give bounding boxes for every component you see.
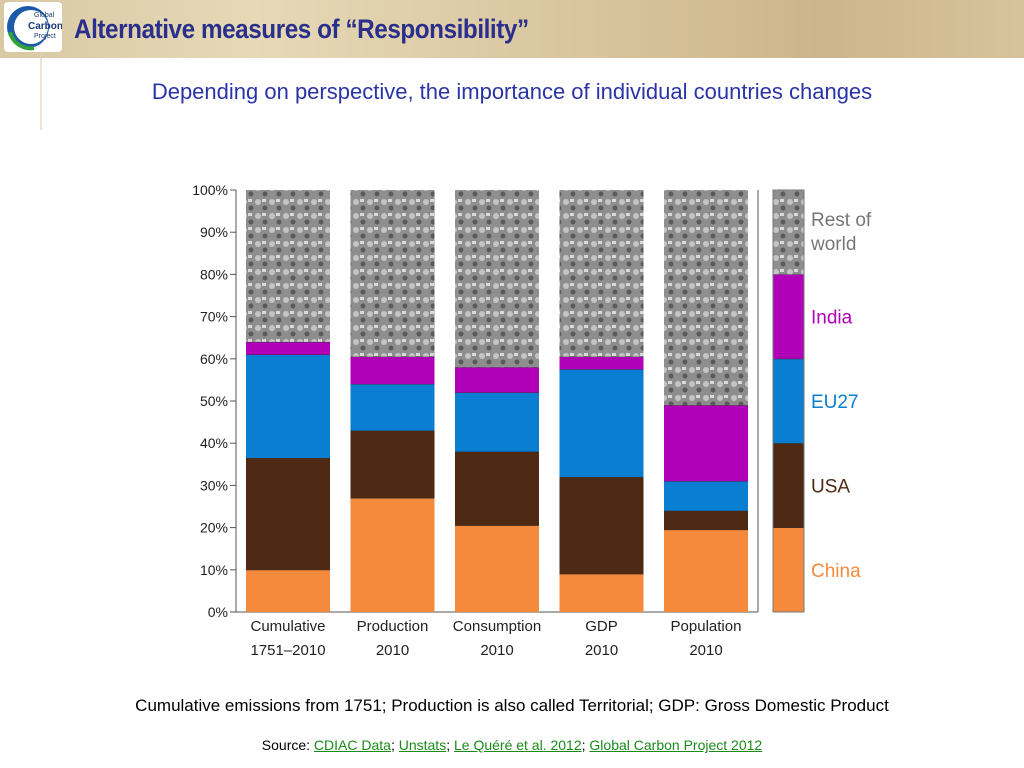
stacked-bar-chart: 0% 10% 20% 30% 40% 50% 60% 70% 80% 90% 100% Cumulat… [192, 182, 872, 659]
y-tick-label: 80% [200, 266, 228, 282]
bar-segment-usa [559, 476, 644, 575]
source-line: Source: CDIAC Data; Unstats; Le Quéré et… [0, 737, 1024, 753]
source-link-le-quere[interactable]: Le Quéré et al. 2012 [453, 737, 582, 753]
bar-segment-india [246, 341, 330, 355]
y-tick-label: 60% [200, 351, 228, 367]
legend-label-eu27: EU27 [811, 392, 859, 413]
bar-segment-india [455, 367, 539, 393]
x-category-label: Population [671, 618, 742, 635]
legend-label-india: India [811, 308, 853, 329]
y-tick-label: 90% [200, 224, 228, 240]
source-link-unstats[interactable]: Unstats [398, 737, 447, 753]
page-title: Alternative measures of “Responsibility” [74, 14, 529, 44]
legend-swatch-eu27 [773, 358, 804, 444]
source-separator: ; [581, 737, 590, 753]
legend-label-rest-of-world: Rest of world [810, 210, 872, 255]
bar-segment-usa [350, 430, 435, 499]
x-category-label: 2010 [376, 642, 409, 659]
svg-text:Project: Project [34, 33, 56, 40]
source-separator: ; [446, 737, 454, 753]
bar-segment-china [350, 498, 435, 612]
bar-segment-india [350, 356, 435, 385]
y-tick-label: 10% [200, 562, 228, 578]
x-category-label: Cumulative [250, 618, 325, 635]
bar-segment-rest-of-world [559, 190, 644, 357]
y-tick-label: 100% [192, 182, 228, 198]
bar-segment-china [664, 529, 748, 612]
x-category-label: 2010 [585, 642, 618, 659]
bar-segment-rest-of-world [246, 190, 330, 342]
y-tick-label: 50% [200, 393, 228, 409]
bar-segment-usa [246, 457, 330, 570]
legend-bar-outline [772, 189, 805, 613]
bar-segment-rest-of-world [350, 190, 435, 357]
y-tick-label: 40% [200, 435, 228, 451]
x-category-label: 2010 [689, 642, 722, 659]
bar-segment-rest-of-world [455, 190, 539, 368]
bar-segment-usa [455, 451, 539, 526]
bar-segment-eu27 [350, 384, 435, 431]
bar-segment-china [246, 569, 330, 612]
source-prefix: Source: [261, 737, 314, 753]
page-subtitle: Depending on perspective, the importance… [151, 79, 873, 104]
decorative-swoosh [0, 40, 42, 130]
chart-caption: Cumulative emissions from 1751; Producti… [135, 696, 889, 715]
bar-segment-china [559, 574, 644, 612]
x-category-label: Production [357, 618, 429, 635]
y-tick-label: 70% [200, 309, 228, 325]
legend-swatch-china [773, 527, 804, 612]
global-carbon-project-logo: Global Carbon Project [4, 2, 62, 52]
bar-segment-china [455, 525, 539, 612]
x-category-label: Consumption [453, 618, 541, 635]
source-link-cdiac[interactable]: CDIAC Data [313, 737, 391, 753]
x-category-label: 2010 [480, 642, 513, 659]
x-category-label: GDP [585, 618, 618, 635]
source-link-gcp[interactable]: Global Carbon Project 2012 [589, 737, 763, 753]
bar-segment-rest-of-world [664, 190, 748, 406]
source-separator: ; [390, 737, 399, 753]
y-tick-label: 0% [208, 604, 228, 620]
x-category-label: 1751–2010 [250, 642, 325, 659]
legend-swatch-india [773, 274, 804, 359]
bar-segment-eu27 [246, 354, 330, 458]
bar-segment-eu27 [559, 369, 644, 477]
legend-label-china: China [811, 561, 861, 582]
bar-segment-eu27 [664, 481, 748, 511]
legend-swatch-usa [773, 443, 804, 528]
bar-segment-india [664, 405, 748, 482]
svg-text:Carbon: Carbon [28, 21, 62, 32]
legend-swatch-rest-of-world [773, 190, 804, 275]
y-tick-label: 30% [200, 477, 228, 493]
bar-segment-eu27 [455, 392, 539, 452]
bar-segment-usa [664, 510, 748, 530]
legend-label-usa: USA [811, 476, 850, 497]
svg-text:Global: Global [34, 12, 55, 19]
bar-segment-india [559, 356, 644, 370]
y-tick-label: 20% [200, 520, 228, 536]
header-banner [0, 0, 1024, 58]
